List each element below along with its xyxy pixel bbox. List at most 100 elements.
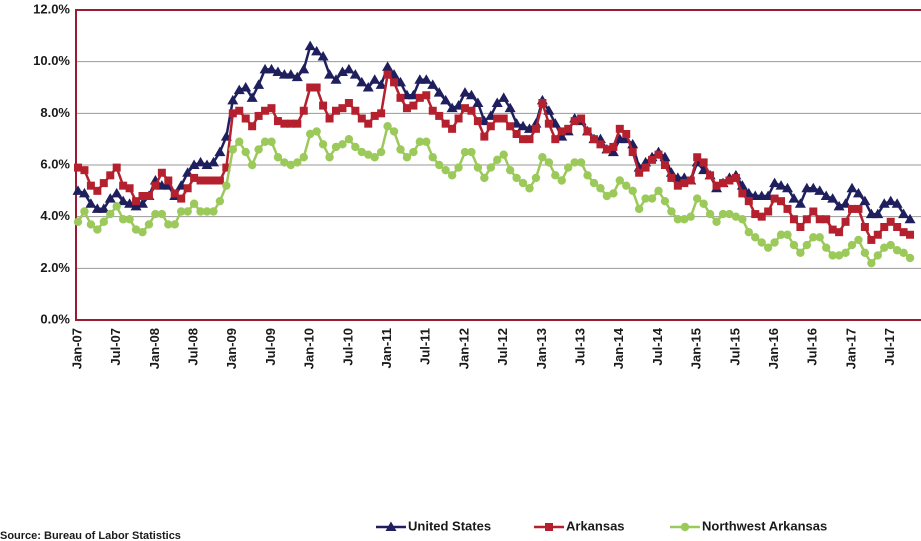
data-point [396,145,405,154]
x-tick-label: Jan-09 [224,328,239,369]
data-point [246,92,258,102]
y-tick-label: 2.0% [40,260,70,275]
x-tick-label: Jan-13 [534,328,549,369]
legend-marker [385,521,397,531]
data-point [454,114,463,123]
data-point [686,212,695,221]
data-point [228,145,237,154]
data-point [465,89,477,100]
x-tick-label: Jan-07 [69,328,84,369]
data-point [504,102,516,113]
data-point [78,187,90,198]
data-point [138,227,147,237]
x-tick-label: Jul-11 [418,328,433,365]
data-point [461,104,469,113]
data-point [382,61,394,71]
data-point [370,111,379,120]
data-point [332,106,340,115]
data-point [809,233,818,242]
data-point [833,200,845,211]
data-point [195,156,207,167]
data-point [203,176,211,185]
data-point [137,198,148,208]
data-point [228,109,237,118]
y-tick-label: 8.0% [40,105,70,120]
data-point [693,194,702,203]
data-point [125,184,134,193]
data-point [177,207,186,216]
data-point [427,79,439,89]
source-note: Source: Bureau of Labor Statistics [0,530,181,541]
data-point [564,163,573,172]
data-point [647,194,657,203]
data-point [802,240,812,250]
data-point [609,142,618,151]
data-point [241,114,250,123]
data-point [667,173,676,182]
data-point [847,240,857,250]
data-point [693,153,702,162]
data-point [531,124,540,133]
data-point [285,69,297,79]
data-point [446,102,458,113]
data-point [293,119,302,128]
data-point [770,194,779,203]
data-point [473,117,482,126]
data-point [99,179,108,188]
data-point [240,82,252,92]
data-point [499,114,508,123]
data-point [898,208,910,219]
data-point [699,158,708,167]
data-point [872,208,884,219]
data-point [151,209,160,219]
data-point [357,147,366,157]
data-point [846,182,858,193]
data-point [344,134,354,144]
data-point [214,146,226,157]
data-point [267,104,276,113]
data-point [164,176,173,185]
data-point [272,66,284,76]
data-point [635,168,644,177]
data-point [802,215,811,224]
data-point [493,155,502,165]
data-point [291,71,303,82]
data-point [820,190,832,200]
data-point [557,127,566,136]
data-point [775,180,787,190]
legend-marker [680,522,690,532]
data-point [499,150,508,159]
data-point [609,189,618,198]
data-point [680,179,689,188]
data-point [215,196,225,206]
data-point [757,212,766,221]
x-tick-label: Jul-17 [882,328,897,366]
data-point [293,158,302,167]
data-point [201,159,213,169]
data-point [233,84,245,95]
data-point [459,87,471,97]
data-point [873,230,882,239]
data-point [596,140,605,149]
data-point [505,165,515,175]
data-point [738,215,747,224]
data-point [835,228,844,237]
data-point [331,142,341,152]
data-point [486,163,495,172]
data-point [893,223,902,231]
data-point [369,74,381,84]
data-point [80,207,89,216]
data-point [349,69,361,79]
data-point [72,185,84,195]
data-point [654,150,663,159]
x-tick-label: Jan-15 [689,328,704,369]
data-point [209,176,218,185]
data-point [706,171,715,180]
x-tick-label: Jan-17 [843,328,858,369]
data-point [512,173,521,183]
data-point [744,227,753,237]
data-point [177,194,186,203]
data-point [673,181,682,190]
data-point [841,248,850,258]
data-point [583,171,592,180]
